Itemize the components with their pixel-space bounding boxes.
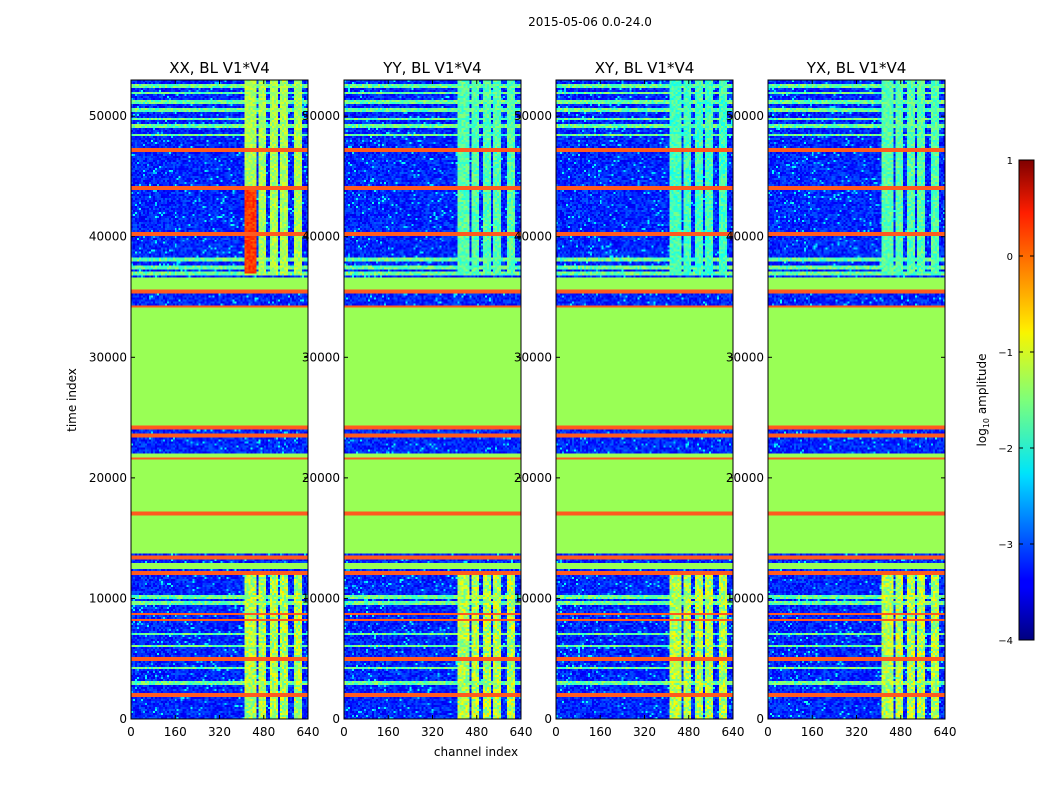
y-tick-label: 0 xyxy=(544,712,552,726)
panel-title: XY, BL V1*V4 xyxy=(595,59,695,77)
y-tick-label: 10000 xyxy=(514,591,552,605)
x-tick-label: 480 xyxy=(889,725,912,739)
x-tick-label: 480 xyxy=(677,725,700,739)
y-tick-label: 50000 xyxy=(514,109,552,123)
y-tick-label: 40000 xyxy=(514,230,552,244)
x-tick-label: 0 xyxy=(764,725,772,739)
x-tick-label: 0 xyxy=(340,725,348,739)
heatmap-raster xyxy=(131,80,308,719)
y-tick-label: 30000 xyxy=(726,350,764,364)
panel-title: XX, BL V1*V4 xyxy=(169,59,270,77)
y-tick-label: 30000 xyxy=(89,350,127,364)
y-axis-label: time index xyxy=(65,368,79,432)
x-tick-label: 480 xyxy=(252,725,275,739)
x-tick-label: 640 xyxy=(934,725,957,739)
x-tick-label: 320 xyxy=(633,725,656,739)
y-tick-label: 0 xyxy=(756,712,764,726)
x-tick-label: 320 xyxy=(421,725,444,739)
x-axis-label: channel index xyxy=(434,745,518,759)
y-tick-label: 20000 xyxy=(89,471,127,485)
colorbar-label: log10 amplitude xyxy=(975,354,991,447)
heatmap-raster xyxy=(768,80,945,719)
y-tick-label: 50000 xyxy=(726,109,764,123)
x-tick-label: 160 xyxy=(377,725,400,739)
heatmap-panel: XY, BL V1*V4 0 160 320 480 640 0 10000 20000 3000… xyxy=(514,59,745,739)
y-tick-label: 30000 xyxy=(514,350,552,364)
y-tick-label: 40000 xyxy=(726,230,764,244)
colorbar-gradient xyxy=(1018,159,1035,641)
x-tick-label: 480 xyxy=(465,725,488,739)
colorbar-tick-label: −3 xyxy=(998,540,1013,551)
x-tick-label: 160 xyxy=(164,725,187,739)
y-tick-label: 40000 xyxy=(89,230,127,244)
x-tick-label: 160 xyxy=(589,725,612,739)
y-tick-label: 30000 xyxy=(302,350,340,364)
y-tick-label: 10000 xyxy=(89,591,127,605)
colorbar-tick-label: −4 xyxy=(998,636,1013,647)
y-tick-label: 40000 xyxy=(302,230,340,244)
y-tick-label: 20000 xyxy=(726,471,764,485)
x-tick-label: 640 xyxy=(510,725,533,739)
heatmap-panel: YX, BL V1*V4 0 160 320 480 640 0 10000 20000 3000… xyxy=(726,59,957,739)
y-tick-label: 10000 xyxy=(726,591,764,605)
y-tick-label: 0 xyxy=(119,712,127,726)
y-tick-label: 10000 xyxy=(302,591,340,605)
y-tick-label: 50000 xyxy=(302,109,340,123)
heatmap-panel: XX, BL V1*V4 0 160 320 480 640 0 10000 20000 3000… xyxy=(89,59,320,739)
x-tick-label: 320 xyxy=(845,725,868,739)
colorbar-ticks: 1 0 −1 −2 −3 −4 xyxy=(998,156,1034,647)
x-tick-label: 320 xyxy=(208,725,231,739)
panel-title: YX, BL V1*V4 xyxy=(806,59,907,77)
colorbar-tick-label: −2 xyxy=(998,444,1013,455)
x-tick-label: 160 xyxy=(801,725,824,739)
x-tick-label: 0 xyxy=(127,725,135,739)
heatmap-raster xyxy=(556,80,733,719)
y-tick-label: 20000 xyxy=(514,471,552,485)
y-tick-label: 0 xyxy=(332,712,340,726)
y-tick-label: 20000 xyxy=(302,471,340,485)
x-tick-label: 640 xyxy=(722,725,745,739)
colorbar-tick-label: 0 xyxy=(1007,252,1013,263)
colorbar-tick-label: −1 xyxy=(998,348,1013,359)
colorbar: log10 amplitude 1 0 −1 −2 −3 −4 xyxy=(975,156,1035,647)
colorbar-tick-label: 1 xyxy=(1007,156,1013,167)
y-tick-label: 50000 xyxy=(89,109,127,123)
figure-title: 2015-05-06 0.0-24.0 xyxy=(528,15,652,29)
heatmap-panel: YY, BL V1*V4 0 160 320 480 640 0 10000 20000 3000… xyxy=(302,59,533,739)
panel-title: YY, BL V1*V4 xyxy=(382,59,481,77)
heatmap-panels: XX, BL V1*V4 0 160 320 480 640 0 10000 20000 3000… xyxy=(89,59,957,739)
heatmap-raster xyxy=(344,80,521,719)
x-tick-label: 640 xyxy=(297,725,320,739)
x-tick-label: 0 xyxy=(552,725,560,739)
